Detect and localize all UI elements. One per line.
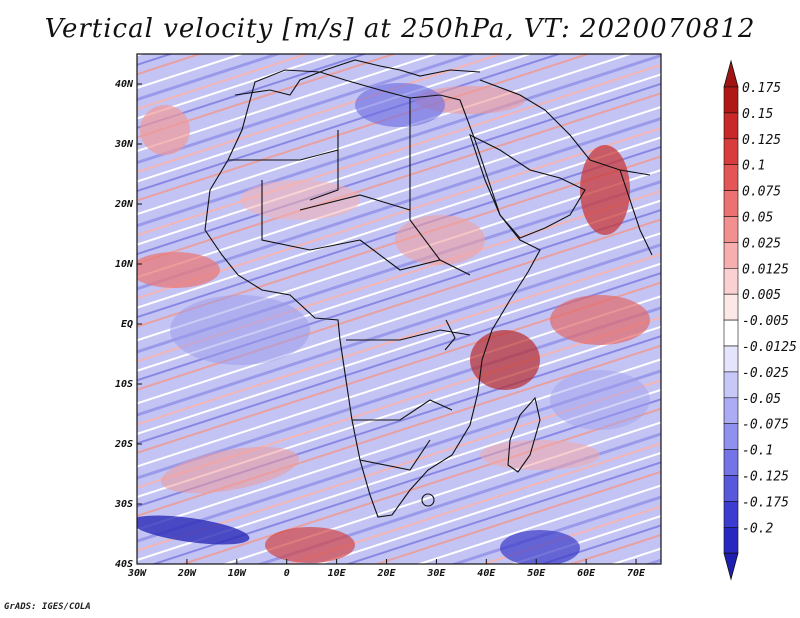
colorbar-swatch <box>723 449 739 476</box>
colorbar-swatch <box>723 345 739 373</box>
colorbar-swatch <box>723 164 739 191</box>
colorbar-swatch <box>723 138 739 166</box>
latitude-axis: 40N 30N 20N 10N EQ 10S 20S 30S 40S <box>114 79 142 570</box>
colorbar-swatch <box>723 112 739 140</box>
colorbar-swatch <box>723 526 739 554</box>
colorbar: 0.175 0.15 0.125 0.1 0.075 0.05 0.025 0.0125 0.0… <box>723 59 797 581</box>
colorbar-label: 0.1 <box>742 159 765 174</box>
map-title: Vertical velocity [m/s] at 250hPa, VT: 2… <box>44 14 756 44</box>
colorbar-label: -0.1 <box>742 444 773 459</box>
colorbar-swatch <box>723 397 739 424</box>
colorbar-label: 0.075 <box>742 185 781 200</box>
colorbar-label: -0.2 <box>742 521 773 536</box>
lat-tick-label: 20S <box>114 439 133 450</box>
colorbar-label: -0.05 <box>742 392 781 407</box>
lon-tick-label: 10W <box>228 568 247 579</box>
lon-tick-label: 30E <box>426 568 446 579</box>
colorbar-swatch <box>723 242 739 269</box>
lon-tick-label: 40E <box>477 568 496 579</box>
lat-tick-label: 10S <box>115 379 133 390</box>
colorbar-top-arrow <box>723 59 739 88</box>
colorbar-swatch <box>723 423 739 450</box>
colorbar-swatch <box>723 319 739 347</box>
lon-tick-label: 50E <box>527 568 546 579</box>
colorbar-label: -0.025 <box>742 366 789 381</box>
colorbar-label: 0.125 <box>742 133 781 148</box>
colorbar-label: 0.0125 <box>742 262 789 277</box>
colorbar-label: 0.025 <box>742 236 781 251</box>
lat-tick-label: 20N <box>114 199 134 210</box>
colorbar-bottom-arrow <box>723 552 739 581</box>
credit-text: GrADS: IGES/COLA <box>4 602 91 612</box>
colorbar-swatch <box>723 475 739 502</box>
colorbar-label: 0.175 <box>742 81 781 96</box>
lat-tick-label: EQ <box>121 319 133 330</box>
colorbar-swatch <box>723 190 739 217</box>
colorbar-swatch <box>723 371 739 399</box>
lon-tick-label: 60E <box>577 568 596 579</box>
colorbar-label: -0.125 <box>742 470 789 485</box>
colorbar-swatch <box>723 267 739 295</box>
plot-frame <box>136 53 662 565</box>
coastlines <box>204 59 653 518</box>
colorbar-swatch <box>723 501 739 528</box>
lat-tick-label: 40N <box>115 79 134 90</box>
lat-tick-label: 30S <box>114 499 133 510</box>
lon-tick-label: 20E <box>376 568 396 579</box>
lat-tick-label: 40S <box>115 559 133 570</box>
colorbar-label: -0.0125 <box>742 340 797 355</box>
colorbar-label: -0.075 <box>742 418 789 433</box>
lat-tick-label: 30N <box>114 139 134 150</box>
lat-tick-label: 10N <box>115 259 134 270</box>
colorbar-label: 0.15 <box>742 107 773 122</box>
colorbar-label: -0.175 <box>742 495 789 510</box>
colorbar-swatch <box>723 86 739 114</box>
lon-tick-label: 70E <box>627 568 646 579</box>
colorbar-label: 0.005 <box>742 288 781 303</box>
colorbar-swatch <box>723 216 739 243</box>
lon-tick-label: 0 <box>284 568 290 579</box>
colorbar-label: -0.005 <box>742 314 789 329</box>
lon-tick-label: 30W <box>127 568 147 579</box>
longitude-axis: 30W 20W 10W 0 10E 20E 30E 40E 50E 60E 70E <box>127 559 646 579</box>
lon-tick-label: 10E <box>328 568 347 579</box>
colorbar-swatch <box>723 293 739 321</box>
lon-tick-label: 20W <box>177 568 197 579</box>
velocity-field <box>137 54 661 564</box>
colorbar-label: 0.05 <box>742 211 773 226</box>
